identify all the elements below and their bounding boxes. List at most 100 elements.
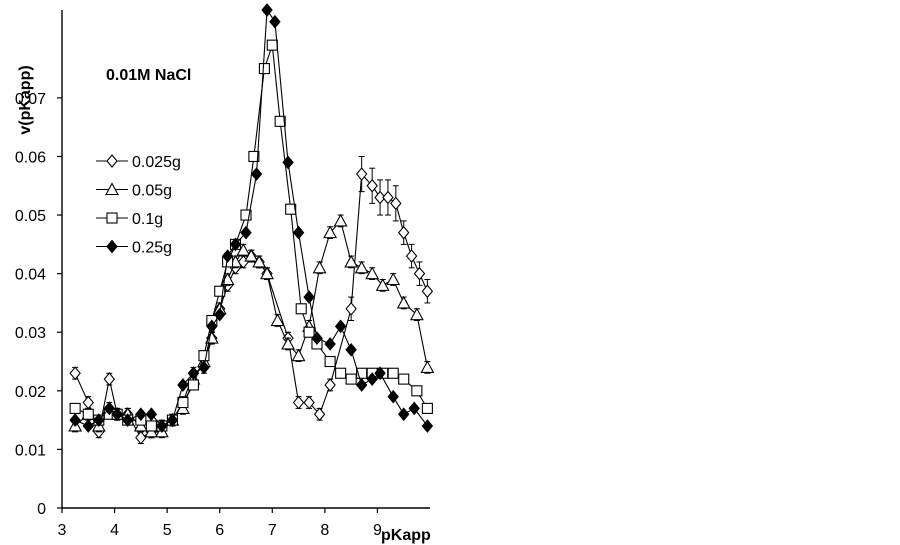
x-axis-title: pKapp [381, 527, 431, 544]
data-point [354, 260, 369, 274]
y-tick-label: 0.01 [15, 442, 46, 459]
data-point [240, 225, 252, 240]
data-point [420, 360, 435, 373]
legend-marker [106, 154, 118, 168]
data-point [398, 373, 410, 385]
data-point [421, 284, 434, 299]
series-0.025g [69, 155, 434, 445]
axes [61, 10, 430, 509]
data-point [408, 401, 420, 416]
data-point [397, 225, 410, 240]
data-point [411, 385, 423, 397]
data-point [421, 419, 434, 433]
data-point [355, 167, 368, 181]
data-point [82, 408, 94, 420]
legend-marker [106, 239, 118, 254]
data-point [345, 301, 357, 316]
data-point [366, 178, 378, 193]
data-point [69, 413, 81, 427]
legend: 0.025g 0.05g 0.1g 0.25g [96, 154, 181, 257]
data-point [240, 209, 252, 221]
data-point [333, 213, 348, 227]
y-tick-label: 0.02 [15, 384, 46, 401]
y-tick-label: 0.03 [15, 325, 46, 342]
data-point [111, 407, 123, 422]
chart-annotation: 0.01M NaCl [106, 67, 191, 84]
data-point [374, 190, 386, 205]
x-tick-label: 5 [163, 522, 172, 539]
data-point [156, 419, 168, 433]
series-layer [68, 3, 435, 445]
data-point [282, 155, 294, 170]
data-point [345, 373, 357, 385]
data-point [187, 366, 200, 381]
data-point [285, 203, 297, 215]
data-point [261, 3, 273, 17]
data-point [375, 278, 390, 291]
data-point [324, 337, 336, 351]
data-point [390, 196, 402, 211]
data-point [258, 63, 270, 75]
data-point [177, 378, 189, 392]
data-point [387, 389, 399, 404]
data-point [221, 249, 234, 263]
data-point [266, 39, 278, 51]
data-point [303, 395, 315, 410]
data-point [421, 402, 433, 414]
data-point [135, 407, 147, 422]
data-point [250, 167, 263, 181]
data-point [311, 331, 323, 345]
data-point [69, 402, 81, 414]
data-point [269, 14, 281, 29]
data-point [198, 360, 210, 375]
legend-item-0.25g: 0.25g [96, 240, 172, 257]
data-point [252, 254, 267, 268]
series-0.05g [68, 213, 435, 439]
x-tick-label: 4 [110, 522, 119, 539]
data-point [386, 272, 401, 286]
data-point [260, 266, 274, 280]
x-tick-label: 9 [373, 522, 382, 539]
data-point [274, 115, 286, 127]
x-tick-label: 6 [215, 522, 224, 539]
data-point [313, 407, 326, 422]
data-point [303, 326, 315, 338]
data-point [397, 407, 410, 422]
legend-label: 0.1g [132, 211, 163, 228]
data-point [374, 366, 386, 381]
legend-item-0.05g: 0.05g [96, 182, 172, 200]
data-point [214, 285, 226, 297]
data-point [244, 248, 259, 262]
data-point [324, 378, 336, 392]
data-point [187, 379, 199, 391]
data-point [69, 366, 81, 381]
data-point [166, 413, 179, 427]
data-point [82, 419, 95, 433]
data-point [303, 290, 315, 304]
x-tick-label: 8 [320, 522, 329, 539]
data-point [345, 342, 357, 357]
legend-marker [106, 212, 118, 224]
data-point [270, 313, 285, 327]
data-point [121, 413, 134, 427]
x-tick-label: 3 [58, 522, 67, 539]
data-point [295, 303, 307, 315]
data-point [365, 266, 380, 280]
data-point [323, 225, 338, 239]
series-0.25g [69, 3, 434, 433]
data-point [103, 401, 116, 416]
legend-marker [105, 182, 119, 196]
data-point [405, 249, 418, 263]
y-tick-label: 0.06 [15, 149, 46, 166]
data-point [396, 295, 411, 309]
data-point [387, 367, 399, 379]
data-point [344, 254, 359, 268]
data-point [291, 348, 306, 362]
data-point [177, 396, 189, 409]
data-point [382, 190, 394, 205]
data-point [145, 407, 158, 422]
legend-item-0.1g: 0.1g [96, 211, 163, 228]
data-point [145, 420, 157, 432]
data-point [355, 378, 368, 392]
